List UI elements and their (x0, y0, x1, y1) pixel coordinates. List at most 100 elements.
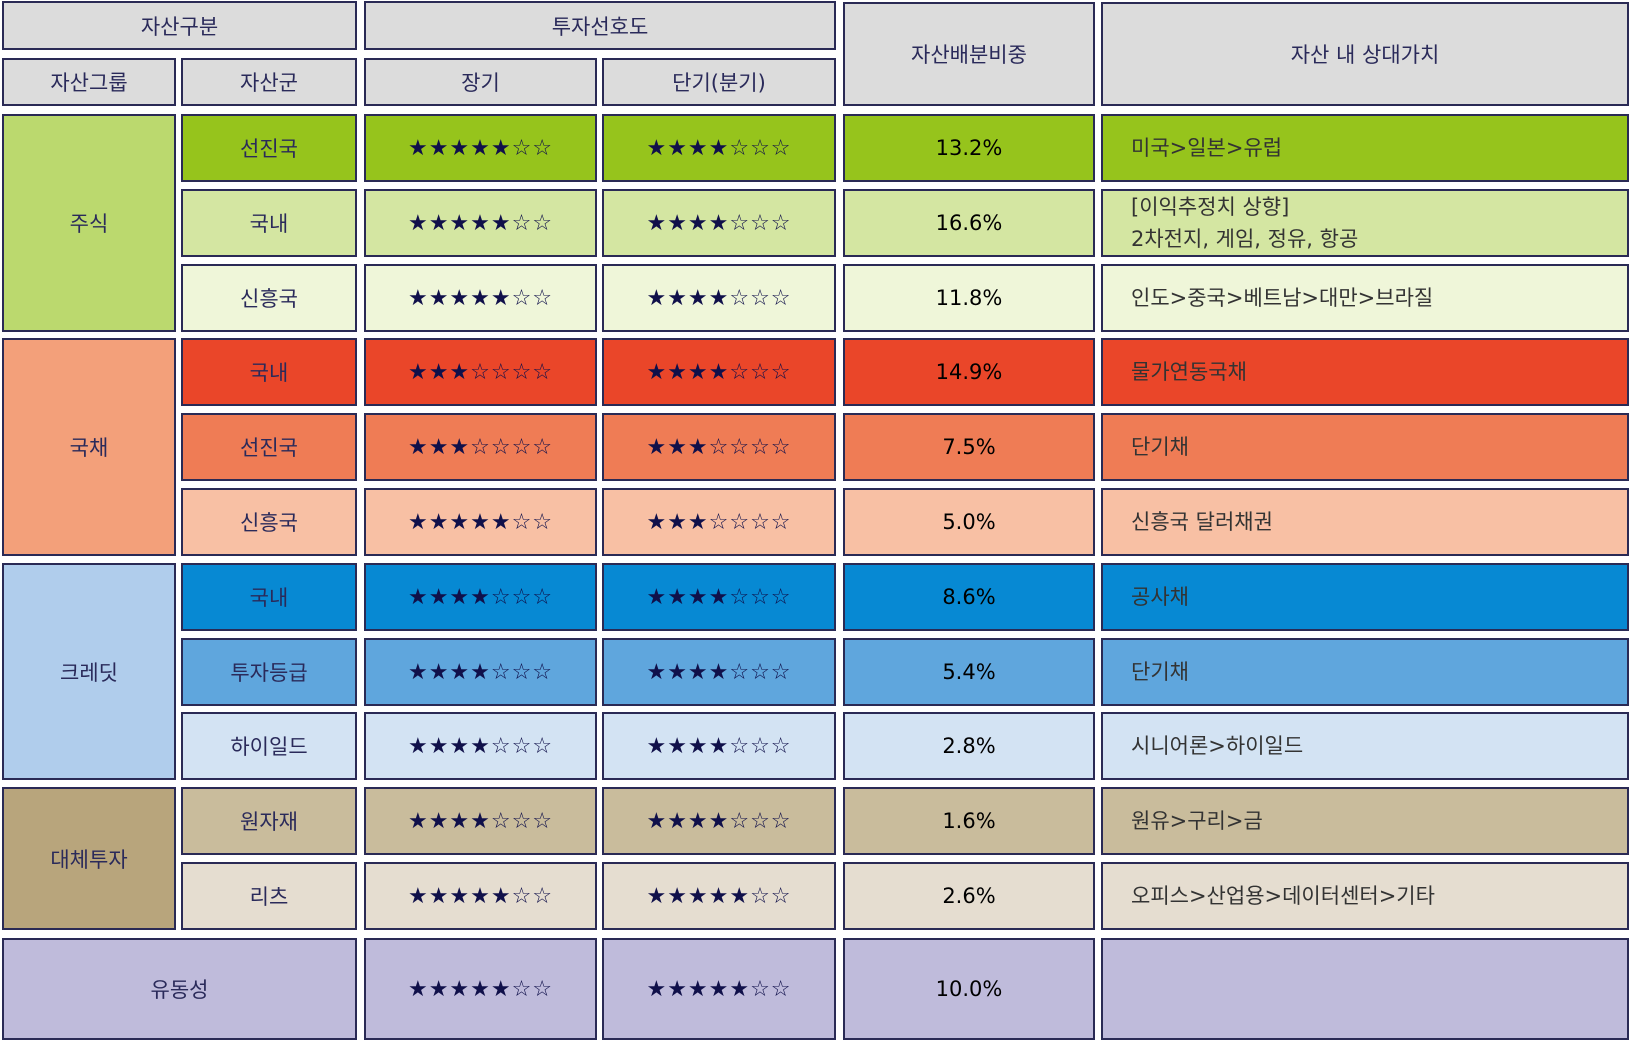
relative-value-cell: [이익추정치 상향] 2차전지, 게임, 정유, 항공 (1101, 189, 1629, 257)
header-investment-preference-text: 투자선호도 (551, 14, 649, 39)
asset-class-cell-text: 하이일드 (230, 735, 308, 759)
asset-class-cell: 국내 (181, 189, 357, 257)
relative-value-text: 물가연동국채 (1131, 360, 1247, 384)
short-term-stars: ★★★★☆☆☆ (602, 338, 836, 406)
long-term-stars: ★★★★★☆☆ (364, 488, 597, 556)
short-term-stars: ★★★☆☆☆☆ (602, 488, 836, 556)
asset-class-cell: 하이일드 (181, 712, 357, 780)
relative-value-cell: 단기채 (1101, 638, 1629, 706)
allocation-weight-text: 16.6% (935, 211, 1003, 235)
long-term-stars: ★★★★★☆☆ (364, 114, 597, 182)
relative-value-cell: 단기채 (1101, 413, 1629, 481)
group-2: 크레딧 (2, 563, 176, 780)
header-asset-group-text: 자산그룹 (50, 71, 128, 95)
relative-value-lines: 단기채 (1131, 431, 1189, 463)
short-term-stars: ★★★★☆☆☆ (602, 787, 836, 855)
long-term-stars: ★★★★★☆☆ (364, 264, 597, 332)
relative-value-lines: [이익추정치 상향] 2차전지, 게임, 정유, 항공 (1131, 191, 1358, 255)
long-term-stars-text: ★★★☆☆☆☆ (407, 434, 554, 460)
relative-value-cell: 공사채 (1101, 563, 1629, 631)
asset-class-cell-text: 국내 (249, 586, 289, 610)
long-term-stars-text: ★★★★☆☆☆ (407, 808, 554, 834)
long-term-stars: ★★★★☆☆☆ (364, 638, 597, 706)
allocation-weight: 1.6% (843, 787, 1095, 855)
allocation-weight: 14.9% (843, 338, 1095, 406)
asset-class-cell-text: 선진국 (240, 137, 298, 161)
group-0-text: 주식 (69, 212, 109, 236)
liquidity-relative-value (1101, 938, 1629, 1040)
long-term-stars-text: ★★★★★☆☆ (407, 285, 554, 311)
relative-value-text: 신흥국 달러채권 (1131, 510, 1273, 534)
long-term-stars-text: ★★★★☆☆☆ (407, 659, 554, 685)
short-term-stars-text: ★★★★☆☆☆ (646, 285, 792, 311)
header-allocation-weight: 자산배분비중 (843, 2, 1095, 106)
relative-value-text: 공사채 (1131, 585, 1189, 609)
short-term-stars-text: ★★★★☆☆☆ (646, 659, 792, 685)
short-term-stars-text: ★★★★☆☆☆ (646, 808, 792, 834)
short-term-stars-text: ★★★★☆☆☆ (646, 359, 792, 385)
long-term-stars: ★★★★☆☆☆ (364, 712, 597, 780)
allocation-weight: 2.6% (843, 862, 1095, 930)
group-3: 대체투자 (2, 787, 176, 930)
long-term-stars-text: ★★★★★☆☆ (407, 509, 554, 535)
asset-class-cell: 원자재 (181, 787, 357, 855)
relative-value-text: 미국>일본>유럽 (1131, 136, 1283, 160)
asset-class-cell-text: 선진국 (240, 436, 298, 460)
long-term-stars: ★★★☆☆☆☆ (364, 338, 597, 406)
header-short-term-text: 단기(분기) (672, 71, 766, 95)
relative-value-cell: 미국>일본>유럽 (1101, 114, 1629, 182)
asset-class-cell: 선진국 (181, 114, 357, 182)
long-term-stars-text: ★★★★☆☆☆ (407, 584, 554, 610)
long-term-stars: ★★★★☆☆☆ (364, 563, 597, 631)
relative-value-cell: 물가연동국채 (1101, 338, 1629, 406)
asset-class-cell: 신흥국 (181, 264, 357, 332)
relative-value-text: 단기채 (1131, 435, 1189, 459)
liquidity-short-stars: ★★★★★☆☆ (602, 938, 836, 1040)
allocation-weight-text: 2.8% (942, 734, 996, 758)
long-term-stars: ★★★★★☆☆ (364, 189, 597, 257)
long-term-stars: ★★★☆☆☆☆ (364, 413, 597, 481)
relative-value-text: 인도>중국>베트남>대만>브라질 (1131, 286, 1434, 310)
relative-value-text: 원유>구리>금 (1131, 809, 1263, 833)
allocation-weight: 13.2% (843, 114, 1095, 182)
relative-value-text: 단기채 (1131, 660, 1189, 684)
allocation-weight-text: 11.8% (935, 286, 1003, 310)
liquidity-weight-text: 10.0% (935, 977, 1003, 1001)
short-term-stars: ★★★☆☆☆☆ (602, 413, 836, 481)
header-long-term: 장기 (364, 58, 597, 106)
long-term-stars: ★★★★☆☆☆ (364, 787, 597, 855)
allocation-weight-text: 14.9% (935, 360, 1003, 384)
header-relative-value: 자산 내 상대가치 (1101, 2, 1629, 106)
relative-value-text: 시니어론>하이일드 (1131, 734, 1304, 758)
header-asset-group: 자산그룹 (2, 58, 176, 106)
allocation-weight: 5.4% (843, 638, 1095, 706)
header-asset-class-text: 자산군 (240, 71, 298, 95)
long-term-stars: ★★★★★☆☆ (364, 862, 597, 930)
short-term-stars: ★★★★☆☆☆ (602, 563, 836, 631)
relative-value-cell: 신흥국 달러채권 (1101, 488, 1629, 556)
short-term-stars: ★★★★★☆☆ (602, 862, 836, 930)
relative-value-cell: 원유>구리>금 (1101, 787, 1629, 855)
long-term-stars-text: ★★★★★☆☆ (407, 883, 554, 909)
liquidity-short-stars-text: ★★★★★☆☆ (646, 976, 792, 1002)
group-1: 국채 (2, 338, 176, 556)
allocation-weight-text: 13.2% (935, 136, 1003, 160)
relative-value-cell: 오피스>산업용>데이터센터>기타 (1101, 862, 1629, 930)
relative-value-lines: 단기채 (1131, 656, 1189, 688)
short-term-stars-text: ★★★★☆☆☆ (646, 210, 792, 236)
relative-value-lines: 물가연동국채 (1131, 356, 1247, 388)
long-term-stars-text: ★★★☆☆☆☆ (407, 359, 554, 385)
relative-value-cell: 인도>중국>베트남>대만>브라질 (1101, 264, 1629, 332)
allocation-weight-text: 1.6% (942, 809, 996, 833)
allocation-weight-text: 2.6% (942, 884, 996, 908)
group-1-text: 국채 (69, 436, 109, 460)
asset-class-cell: 신흥국 (181, 488, 357, 556)
liquidity-label-text: 유동성 (150, 978, 209, 1002)
asset-class-cell-text: 신흥국 (240, 287, 298, 311)
asset-class-cell-text: 국내 (249, 212, 289, 236)
asset-class-cell-text: 원자재 (240, 810, 298, 834)
header-asset-category: 자산구분 (2, 1, 357, 50)
short-term-stars-text: ★★★☆☆☆☆ (646, 434, 792, 460)
relative-value-lines: 신흥국 달러채권 (1131, 506, 1273, 538)
